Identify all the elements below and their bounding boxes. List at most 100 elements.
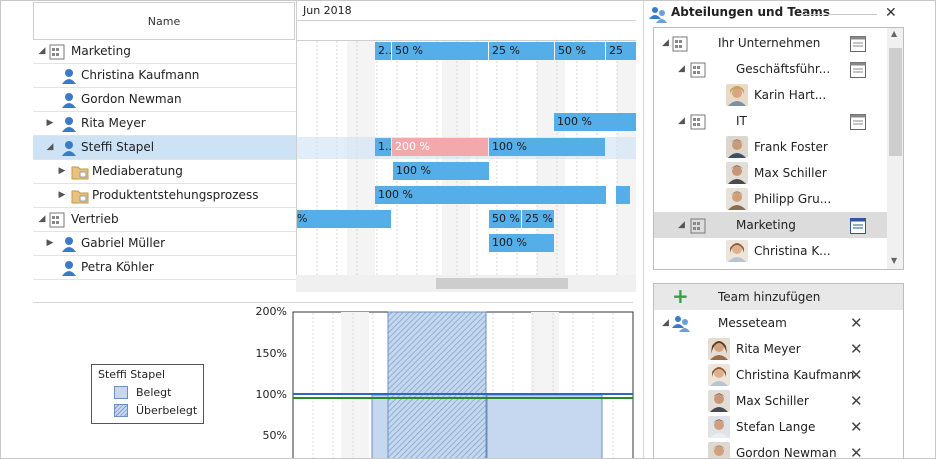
window-icon[interactable]: [850, 35, 866, 61]
org-tree-panel[interactable]: ◢ Ihr Unternehmen ◢ Geschäftsführ... Kar…: [653, 27, 904, 270]
remove-team-icon[interactable]: ✕: [850, 314, 863, 332]
team-member-row[interactable]: Max Schiller ✕: [654, 388, 887, 414]
collapse-icon[interactable]: ◢: [678, 116, 685, 126]
expand-icon[interactable]: ▶: [58, 190, 66, 200]
gantt-bar[interactable]: 50 %: [392, 42, 488, 60]
gantt-bar[interactable]: 100 %: [489, 138, 605, 156]
window-icon[interactable]: [850, 113, 866, 139]
tree-row-mediaberatung[interactable]: ▶ Mediaberatung: [33, 160, 296, 184]
scroll-down-icon[interactable]: ▼: [891, 256, 898, 265]
org-row-philipp-gru[interactable]: Philipp Gru...: [654, 186, 887, 212]
collapse-icon[interactable]: ◢: [678, 64, 685, 74]
avatar: [708, 390, 730, 412]
tree-row-label: Gabriel Müller: [81, 236, 166, 250]
gantt-bar[interactable]: 2...: [375, 42, 391, 60]
expand-icon[interactable]: ▶: [46, 238, 54, 248]
scroll-up-icon[interactable]: ▲: [891, 29, 898, 38]
person-icon: [61, 68, 77, 84]
tree-row-vertrieb[interactable]: ◢ Vertrieb: [33, 208, 296, 232]
gantt-bar[interactable]: 50 %: [555, 42, 605, 60]
gantt-bar[interactable]: 25 %: [489, 42, 554, 60]
avatar: [726, 188, 748, 210]
gantt-bar[interactable]: 25: [606, 42, 636, 60]
gantt-bar[interactable]: 1...: [375, 138, 391, 156]
gantt-bar[interactable]: 100 %: [375, 186, 606, 204]
remove-member-icon[interactable]: ✕: [850, 340, 863, 358]
collapse-icon[interactable]: ◢: [46, 142, 54, 152]
gantt-chart[interactable]: Jun 2018 2... 50 % 25 % 50 % 25 100 %: [296, 1, 636, 291]
tree-row-rita-meyer[interactable]: ▶ Rita Meyer: [33, 112, 296, 136]
expand-icon[interactable]: ▶: [58, 166, 66, 176]
team-member-name: Rita Meyer: [736, 342, 801, 356]
avatar: [708, 338, 730, 360]
org-row-frank-foster[interactable]: Frank Foster: [654, 134, 887, 160]
tree-row-gordon-newman[interactable]: Gordon Newman: [33, 88, 296, 112]
y-tick-label: 200%: [256, 305, 287, 318]
org-row-it[interactable]: ◢ IT: [654, 108, 887, 134]
name-column-header[interactable]: Name: [33, 2, 295, 40]
avatar: [708, 416, 730, 438]
org-row-marketing[interactable]: ◢ Marketing: [654, 212, 887, 238]
y-tick-label: 150%: [256, 347, 287, 360]
team-member-row[interactable]: Rita Meyer ✕: [654, 336, 887, 362]
gantt-day-header: [297, 21, 636, 41]
collapse-icon[interactable]: ◢: [662, 38, 669, 48]
gantt-bar[interactable]: 100 %: [393, 162, 489, 180]
team-member-row[interactable]: Stefan Lange ✕: [654, 414, 887, 440]
tree-row-christina-kaufmann[interactable]: Christina Kaufmann: [33, 64, 296, 88]
gantt-horizontal-scrollbar[interactable]: [296, 275, 636, 292]
gantt-bar[interactable]: 25 %: [522, 210, 554, 228]
org-row-label: Frank Foster: [754, 140, 828, 154]
add-team-button[interactable]: + Team hinzufügen: [654, 284, 903, 310]
tree-row-produktentstehungsprozess[interactable]: ▶ Produktentstehungsprozess: [33, 184, 296, 208]
chart-bar-ueberbelegt: [387, 311, 487, 458]
scrollbar-thumb[interactable]: [889, 48, 902, 156]
tree-row-petra-koehler[interactable]: Petra Köhler: [33, 256, 296, 280]
window-icon[interactable]: [850, 217, 866, 243]
tree-row-marketing[interactable]: ◢ Marketing: [33, 40, 296, 64]
org-tree-vertical-scrollbar[interactable]: ▲ ▼: [887, 28, 903, 269]
close-icon[interactable]: ✕: [885, 5, 897, 21]
gantt-bar[interactable]: 100 %: [554, 113, 636, 131]
remove-member-icon[interactable]: ✕: [850, 366, 863, 384]
org-row-geschaeftsfuehrung[interactable]: ◢ Geschäftsführ...: [654, 56, 887, 82]
collapse-icon[interactable]: ◢: [38, 214, 46, 224]
avatar: [726, 162, 748, 184]
team-row-messeteam[interactable]: ◢ Messeteam ✕: [654, 310, 887, 336]
teams-panel[interactable]: + Team hinzufügen ◢ Messeteam ✕ Rita Mey…: [653, 283, 904, 459]
scrollbar-thumb[interactable]: [436, 278, 568, 289]
gantt-bar[interactable]: 100 %: [489, 234, 554, 252]
collapse-icon[interactable]: ◢: [662, 318, 669, 328]
tree-row-gabriel-mueller[interactable]: ▶ Gabriel Müller: [33, 232, 296, 256]
collapse-icon[interactable]: ◢: [678, 220, 685, 230]
team-member-row[interactable]: Gordon Newman ✕: [654, 440, 887, 459]
person-icon: [61, 236, 77, 252]
remove-member-icon[interactable]: ✕: [850, 418, 863, 436]
remove-member-icon[interactable]: ✕: [850, 444, 863, 459]
tree-row-steffi-stapel[interactable]: ◢ Steffi Stapel: [33, 136, 296, 160]
org-row-max-schiller[interactable]: Max Schiller: [654, 160, 887, 186]
panel-title: Abteilungen und Teams: [671, 5, 830, 19]
gantt-bar[interactable]: [616, 186, 630, 204]
expand-icon[interactable]: ▶: [46, 118, 54, 128]
gantt-bar[interactable]: 50 %: [489, 210, 521, 228]
person-icon: [61, 92, 77, 108]
org-row-christina-k[interactable]: Christina K...: [654, 238, 887, 264]
tree-row-label: Christina Kaufmann: [81, 68, 200, 82]
avatar: [708, 364, 730, 386]
org-row-karin-hart[interactable]: Karin Hart...: [654, 82, 887, 108]
org-row-ihr-unternehmen[interactable]: ◢ Ihr Unternehmen: [654, 30, 887, 56]
panel-splitter[interactable]: [643, 1, 644, 458]
org-unit-icon: [672, 35, 688, 61]
gantt-month-header: Jun 2018: [297, 1, 636, 21]
team-member-row[interactable]: Christina Kaufmann ✕: [654, 362, 887, 388]
window-icon[interactable]: [850, 61, 866, 87]
org-row-label: Ihr Unternehmen: [718, 36, 821, 50]
gantt-bar[interactable]: %: [297, 210, 391, 228]
remove-member-icon[interactable]: ✕: [850, 392, 863, 410]
collapse-icon[interactable]: ◢: [38, 46, 46, 56]
gantt-bar-overbooked[interactable]: 200 %: [392, 138, 488, 156]
tree-row-label: Vertrieb: [71, 212, 119, 226]
team-name: Messeteam: [718, 316, 787, 330]
add-team-label: Team hinzufügen: [718, 290, 821, 304]
